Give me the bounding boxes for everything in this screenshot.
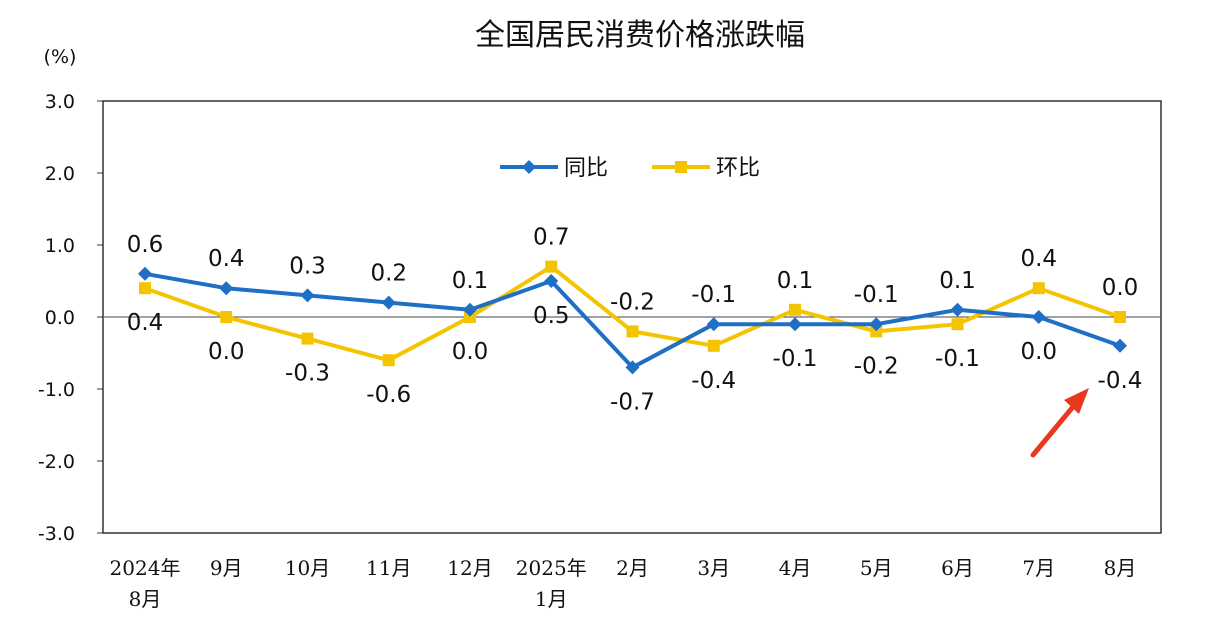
- mom-point: [870, 325, 883, 338]
- yoy-data-label: 0.1: [452, 268, 489, 294]
- x-tick-label: 7月: [1022, 556, 1055, 580]
- mom-point: [545, 260, 558, 273]
- x-tick-label: 2024年: [110, 556, 181, 580]
- x-tick-label: 8月: [1104, 556, 1137, 580]
- mom-data-label: -0.6: [366, 382, 411, 408]
- yoy-data-label: -0.1: [691, 282, 736, 308]
- mom-data-label: -0.2: [854, 353, 899, 379]
- mom-data-label: -0.2: [610, 289, 655, 315]
- y-axis-unit: (%): [44, 46, 77, 68]
- yoy-data-label: 0.2: [370, 261, 407, 287]
- yoy-point: [1113, 338, 1127, 353]
- yoy-data-label: -0.1: [773, 346, 818, 372]
- mom-point: [220, 311, 233, 323]
- yoy-point: [625, 360, 640, 375]
- yoy-point: [381, 295, 396, 310]
- yoy-data-label: 0.4: [208, 246, 245, 272]
- annotation-arrow: [1030, 388, 1089, 458]
- mom-point: [139, 282, 151, 295]
- mom-point: [301, 332, 314, 345]
- yoy-point: [869, 317, 884, 332]
- mom-data-label: 0.4: [127, 310, 164, 336]
- mom-point: [707, 339, 720, 352]
- x-tick-label: 1月: [535, 587, 568, 611]
- x-tick-label: 9月: [210, 556, 243, 580]
- x-tick-label: 8月: [129, 587, 162, 611]
- yoy-data-label: -0.1: [854, 282, 899, 308]
- yoy-data-label: 0.5: [533, 303, 570, 329]
- mom-point: [1114, 311, 1126, 323]
- x-tick-label: 3月: [697, 556, 730, 580]
- mom-point: [626, 325, 639, 338]
- x-tick-label: 6月: [941, 556, 974, 580]
- arrow-head: [1064, 388, 1089, 414]
- yoy-point: [1031, 310, 1046, 324]
- mom-data-label: -0.1: [935, 346, 980, 372]
- y-tick-label: 2.0: [45, 163, 75, 185]
- yoy-point: [138, 266, 152, 281]
- x-tick-label: 10月: [285, 556, 330, 580]
- y-tick-label: -1.0: [38, 379, 75, 401]
- legend-label: 环比: [716, 156, 760, 181]
- yoy-data-label: 0.0: [1020, 339, 1057, 365]
- y-tick-label: 1.0: [45, 235, 75, 257]
- legend-marker: [522, 160, 536, 174]
- x-axis-ticks: 2024年 8月 9月 10月 11月 12月 2025年 1月 2月 3月 4月 5月 6月 7月 8月: [110, 556, 1137, 611]
- mom-point: [789, 303, 801, 316]
- mom-data-label: -0.3: [285, 361, 330, 387]
- x-tick-label: 5月: [860, 556, 893, 580]
- yoy-data-label: -0.4: [1098, 368, 1143, 394]
- mom-data-label: -0.4: [691, 368, 736, 394]
- yoy-point: [463, 302, 477, 317]
- yoy-point: [706, 317, 721, 332]
- yoy-point: [300, 288, 315, 303]
- mom-data-label: 0.0: [208, 339, 245, 365]
- legend: 同比 环比: [500, 156, 760, 181]
- yoy-point: [544, 274, 559, 288]
- yoy-data-label: 0.1: [939, 268, 976, 294]
- yoy-data-label: 0.6: [127, 232, 164, 258]
- yoy-point: [788, 317, 802, 332]
- mom-point: [382, 354, 395, 367]
- mom-data-label: 0.7: [533, 225, 570, 251]
- x-tick-label: 2月: [616, 556, 649, 580]
- y-axis-ticks: 3.0 2.0 1.0 0.0 -1.0 -2.0 -3.0: [38, 91, 103, 545]
- yoy-data-label: 0.3: [289, 253, 326, 279]
- mom-data-label: 0.1: [777, 268, 814, 294]
- mom-data-label: 0.0: [452, 339, 489, 365]
- chart-title: 全国居民消费价格涨跌幅: [475, 18, 805, 53]
- y-tick-label: 3.0: [45, 91, 75, 113]
- yoy-point: [219, 281, 234, 296]
- series-lines: [138, 260, 1127, 375]
- data-labels: 0.6 0.4 0.3 0.2 0.1 0.5 -0.7 -0.1 -0.1 -0.1 0.1 0.0…: [127, 225, 1143, 416]
- mom-data-label: 0.0: [1102, 275, 1139, 301]
- yoy-point: [950, 302, 965, 317]
- x-tick-label: 4月: [779, 556, 812, 580]
- mom-data-label: 0.4: [1020, 246, 1057, 272]
- x-tick-label: 11月: [366, 556, 411, 580]
- x-tick-label: 12月: [447, 556, 492, 580]
- mom-point: [1032, 282, 1045, 295]
- arrow-shaft: [1030, 405, 1075, 458]
- x-tick-label: 2025年: [516, 556, 587, 580]
- mom-point: [951, 318, 964, 331]
- yoy-data-label: -0.7: [610, 389, 655, 415]
- y-tick-label: -3.0: [38, 523, 75, 545]
- y-tick-label: -2.0: [38, 451, 75, 473]
- legend-marker: [675, 161, 687, 173]
- mom-point: [464, 311, 476, 323]
- legend-label: 同比: [564, 156, 608, 181]
- y-tick-label: 0.0: [45, 307, 75, 329]
